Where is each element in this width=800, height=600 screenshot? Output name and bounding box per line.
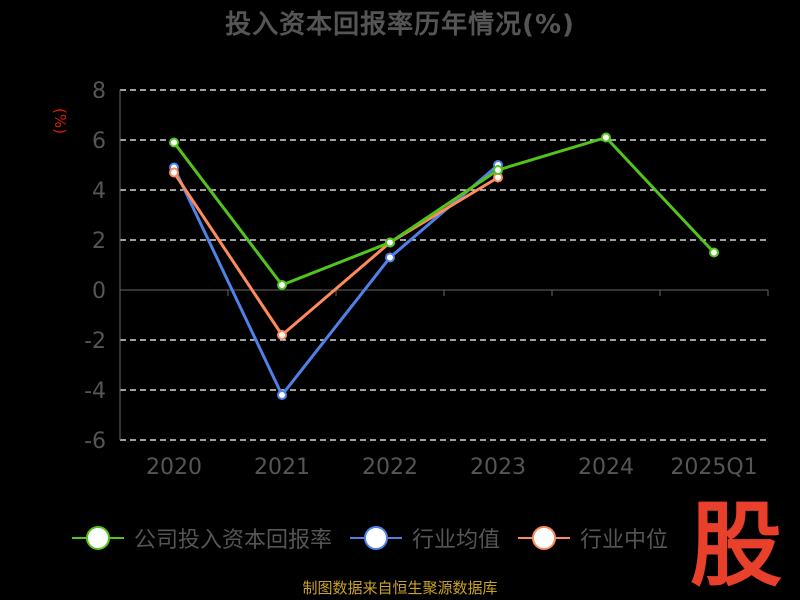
y-tick-label: 4: [92, 179, 106, 204]
legend-marker-company: [72, 524, 124, 552]
y-tick-label: -4: [84, 379, 106, 404]
x-tick-label: 2021: [254, 455, 310, 480]
watermark-logo: 股: [689, 492, 782, 599]
series-0-point: [277, 280, 287, 290]
y-axis-unit-label: (%): [51, 108, 69, 134]
data-source-note: 制图数据来自恒生聚源数据库: [302, 579, 498, 597]
legend-marker-industry-median: [518, 524, 571, 552]
y-tick-label: 0: [92, 279, 106, 304]
y-tick-label: 6: [92, 129, 106, 154]
x-tick-label: 2022: [362, 455, 418, 480]
legend-marker-industry-mean: [350, 524, 403, 552]
series-1-point: [277, 390, 287, 400]
x-tick-label: 2023: [470, 455, 526, 480]
legend-item-company[interactable]: 公司投入资本回报率: [72, 522, 332, 554]
series-line-2: [172, 171, 499, 337]
x-tick-label: 2025Q1: [670, 455, 757, 480]
y-tick-label: -6: [84, 429, 106, 454]
series-0-point: [493, 165, 503, 175]
series-0-point: [601, 132, 611, 143]
legend-label-industry-median: 行业中位: [580, 528, 669, 553]
x-tick-label: 2024: [578, 455, 634, 480]
series-2-point: [277, 330, 287, 340]
x-tick-label: 2020: [146, 455, 202, 480]
y-tick-label: 2: [92, 229, 106, 254]
series-0-point: [385, 237, 395, 248]
legend-label-company: 公司投入资本回报率: [134, 528, 333, 553]
y-tick-label: -2: [84, 329, 106, 354]
chart-title: 投入资本回报率历年情况(%): [225, 10, 575, 40]
series-line-0: [172, 136, 716, 287]
legend-label-industry-mean: 行业均值: [412, 528, 501, 553]
chart-legend: 公司投入资本回报率 行业均值 行业中位: [72, 518, 686, 558]
series-line-1: [172, 163, 499, 397]
y-tick-label: 8: [92, 79, 106, 104]
legend-item-industry-mean[interactable]: 行业均值: [350, 522, 500, 554]
series-0-point: [169, 137, 179, 148]
series-2-point: [169, 167, 179, 178]
legend-item-industry-median[interactable]: 行业中位: [518, 522, 668, 554]
series-1-point: [385, 252, 395, 263]
series-0-point: [709, 247, 719, 258]
